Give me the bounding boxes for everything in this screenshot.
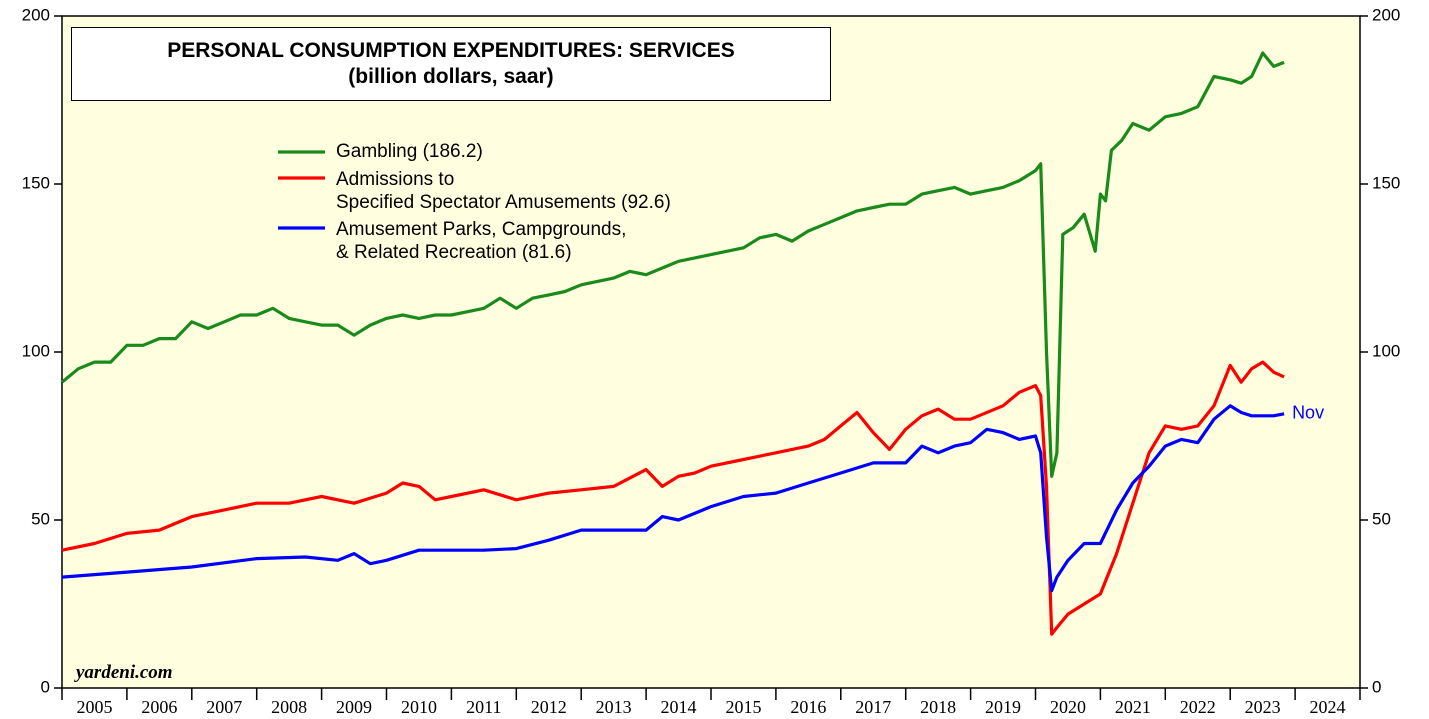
x-tick-label: 2020: [1050, 697, 1086, 717]
x-tick-label: 2023: [1245, 697, 1281, 717]
y-tick-label: 200: [22, 5, 50, 24]
x-tick-label: 2016: [790, 697, 826, 717]
legend-label: Amusement Parks, Campgrounds, & Related …: [336, 219, 627, 263]
x-tick-label: 2008: [271, 697, 307, 717]
x-tick-label: 2010: [401, 697, 437, 717]
series-line: [60, 51, 1285, 478]
chart-subtitle: (billion dollars, saar): [348, 65, 554, 88]
x-tick-label: 2011: [466, 697, 501, 717]
annotation: Nov: [1292, 403, 1324, 423]
x-tick-label: 2005: [76, 697, 112, 717]
legend-label: Gambling (186.2): [336, 141, 483, 162]
y-tick-label: 200: [1372, 5, 1400, 24]
y-tick-label: 100: [22, 341, 50, 360]
y-tick-label: 50: [31, 509, 50, 528]
source: yardeni.com: [76, 662, 173, 683]
series-line: [61, 404, 1285, 593]
y-tick-label: 0: [1372, 677, 1381, 696]
y-tick-label: 0: [41, 677, 50, 696]
y-tick-label: 50: [1372, 509, 1391, 528]
y-tick-label: 100: [1372, 341, 1400, 360]
series-line: [61, 360, 1285, 636]
x-tick-label: 2014: [661, 697, 697, 717]
x-tick-label: 2021: [1115, 697, 1151, 717]
x-tick-label: 2019: [985, 697, 1021, 717]
x-tick-label: 2012: [531, 697, 567, 717]
y-tick-label: 150: [1372, 173, 1400, 192]
y-tick-label: 150: [22, 173, 50, 192]
x-tick-label: 2024: [1310, 697, 1346, 717]
x-tick-label: 2013: [596, 697, 632, 717]
x-tick-label: 2015: [725, 697, 761, 717]
legend-label: Admissions to Specified Spectator Amusem…: [336, 169, 671, 213]
title-box: PERSONAL CONSUMPTION EXPENDITURES: SERVI…: [71, 27, 831, 101]
x-tick-label: 2006: [141, 697, 177, 717]
x-tick-label: 2018: [920, 697, 956, 717]
chart-title: PERSONAL CONSUMPTION EXPENDITURES: SERVI…: [167, 39, 735, 62]
x-tick-label: 2009: [336, 697, 372, 717]
x-tick-label: 2022: [1180, 697, 1216, 717]
x-tick-label: 2017: [855, 697, 891, 717]
x-tick-label: 2007: [206, 697, 242, 717]
